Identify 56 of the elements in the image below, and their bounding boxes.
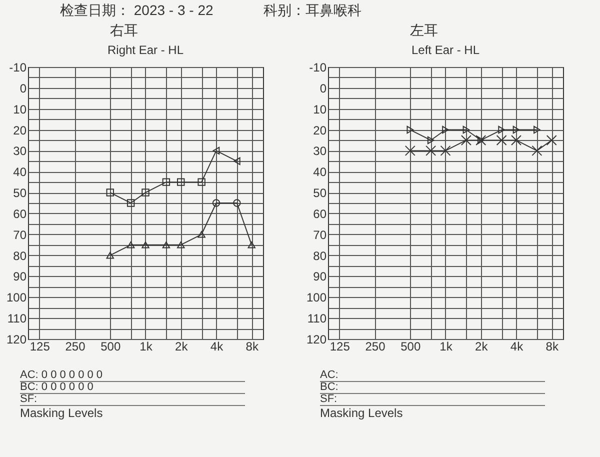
y-tick-label: 40	[13, 165, 27, 180]
y-tick-label: 110	[307, 312, 327, 326]
x-tick-label: 8k	[246, 340, 260, 354]
text: 检查日期： 2023 - 3 - 22	[60, 2, 214, 20]
x-tick-label: 2k	[175, 340, 189, 354]
y-tick-label: 60	[313, 206, 327, 221]
y-tick-label: 20	[313, 123, 327, 138]
y-tick-label: 30	[313, 144, 327, 158]
y-tick-label: 100	[306, 290, 327, 305]
x-tick-label: 4k	[510, 340, 524, 354]
x-tick-label: 2k	[475, 340, 489, 354]
y-tick-label: 20	[13, 123, 27, 138]
x-tick-label: 125	[330, 340, 350, 354]
y-tick-label: 120	[306, 332, 327, 346]
text: AC: 0 0 0 0 0 0 0	[20, 369, 245, 382]
y-tick-label: 70	[13, 228, 27, 242]
y-tick-label: 0	[320, 81, 327, 96]
x-tick-label: 8k	[546, 340, 560, 354]
x-tick-label: 500	[400, 340, 421, 354]
y-tick-label: 80	[313, 248, 327, 263]
x-tick-label: 125	[30, 340, 50, 354]
x-tick-label: 1k	[440, 340, 454, 354]
y-tick-label: 100	[6, 290, 27, 305]
y-tick-label: 10	[13, 102, 27, 116]
text: SF:	[20, 393, 245, 406]
x-tick-label: 500	[100, 340, 121, 354]
chart-title: Left Ear - HL	[411, 43, 480, 57]
y-tick-label: 80	[13, 248, 27, 263]
chart-subtitle: 左耳	[409, 22, 439, 40]
y-tick-label: 40	[313, 165, 327, 180]
y-tick-label: 30	[13, 144, 27, 158]
chart-subtitle: 右耳	[109, 22, 139, 40]
x-tick-label: 1k	[140, 340, 154, 354]
y-tick-label: 10	[313, 102, 327, 116]
x-tick-label: 4k	[210, 340, 224, 354]
text: Masking Levels	[20, 406, 104, 420]
chart-title: Right Ear - HL	[107, 43, 184, 57]
x-tick-label: 250	[65, 340, 86, 354]
text: BC: 0 0 0 0 0 0	[20, 381, 245, 394]
text: Masking Levels	[320, 406, 404, 420]
y-tick-label: -10	[9, 60, 27, 74]
y-tick-label: 50	[13, 186, 27, 200]
text: AC:	[320, 369, 545, 382]
x-tick-label: 250	[365, 340, 386, 354]
y-tick-label: 120	[6, 332, 27, 346]
y-tick-label: 60	[13, 206, 27, 221]
y-tick-label: 90	[13, 270, 27, 284]
y-tick-label: -10	[309, 60, 327, 74]
y-tick-label: 50	[313, 186, 327, 200]
y-tick-label: 0	[20, 81, 27, 96]
y-tick-label: 110	[7, 312, 27, 326]
text: SF:	[320, 393, 545, 406]
text: BC:	[320, 381, 545, 394]
y-tick-label: 90	[313, 270, 327, 284]
y-tick-label: 70	[313, 228, 327, 242]
text: 科别：耳鼻喉科	[263, 2, 362, 20]
